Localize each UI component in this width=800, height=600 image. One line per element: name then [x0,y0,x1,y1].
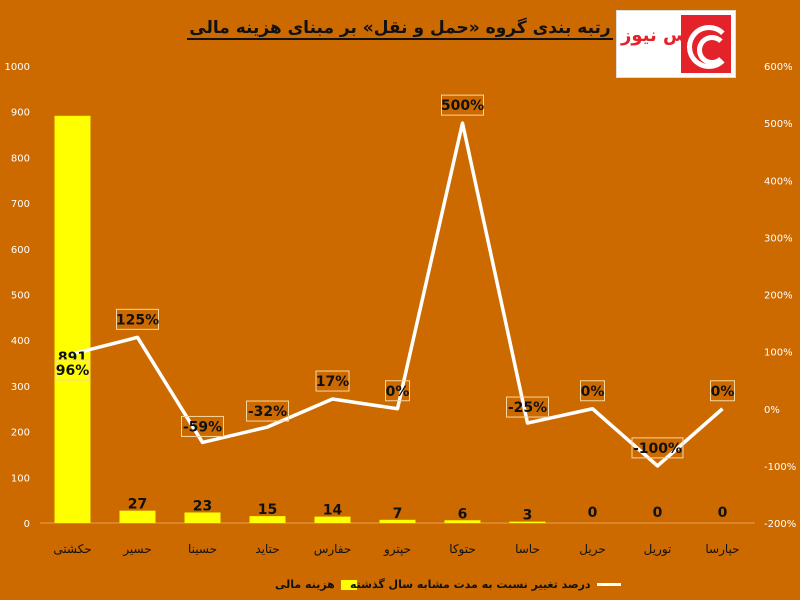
y-right-tick-label: 500% [764,119,793,130]
line-value-label: 17% [316,374,350,390]
y-left-tick-label: 400 [11,336,30,347]
y-left-tick-label: 500 [11,291,30,302]
logo-mark-icon [681,15,731,73]
y-left-tick-label: 700 [11,199,30,210]
line-value-label: 125% [116,312,159,328]
bar [249,516,286,523]
legend: هزینه مالی درصد تغییر نسبت به مدت مشابه … [0,578,800,598]
x-tick-label: حفارس [314,542,352,557]
line-value-label: -59% [183,419,222,435]
brand-logo: بورس نیوز [616,10,736,78]
y-left-tick-label: 100 [11,473,30,484]
bar-value-label: 6 [458,506,468,522]
line-label-box [506,396,549,418]
line-label-box [116,308,159,330]
line-series [72,121,724,468]
y-right-tick-label: -100% [764,462,796,473]
bar-value-label: 0 [653,505,663,521]
x-tick-label: حکشتی [53,542,91,556]
bar-value-label: 23 [193,498,212,514]
bar [444,520,481,523]
bar [184,512,221,523]
line-label-box [441,94,484,116]
x-tick-label: حپارسا [705,542,739,557]
bar [54,115,91,524]
x-tick-label: حسیر [122,542,151,557]
line-value-label: -32% [248,404,287,420]
bar-value-label: 14 [323,503,343,519]
x-tick-label: حاسا [515,542,540,556]
x-tick-label: حتوکا [449,542,476,557]
bar-value-label: 27 [128,497,147,513]
bar-value-label: 15 [258,502,277,518]
bar [509,521,546,523]
legend-label-line: درصد تغییر نسبت به مدت مشابه سال گذشته [350,578,591,591]
line-label-box [710,380,735,402]
bar-value-label: 0 [588,505,598,521]
y-left-tick-label: 800 [11,153,30,164]
y-left-tick-label: 200 [11,428,30,439]
bar-value-label: 7 [393,506,403,522]
line-label-box [246,400,289,422]
line-value-label: 500% [441,98,484,114]
line-label-box [181,415,224,437]
y-left-tick-label: 0 [24,519,30,530]
line-value-label: 0% [581,384,605,400]
bar [119,510,156,523]
y-right-tick-label: 100% [764,348,793,359]
chart-title: رتبه بندی گروه «حمل و نقل» بر مبنای هزین… [187,18,613,40]
y-left-tick-label: 900 [11,108,30,119]
y-left-tick-label: 600 [11,245,30,256]
y-right-tick-label: 400% [764,176,793,187]
line-label-box [580,380,605,402]
line-value-label: 0% [386,384,410,400]
legend-item-bar: هزینه مالی [275,578,357,591]
line-value-label: 0% [711,384,735,400]
legend-swatch-bar [340,579,357,590]
y-right-tick-label: 600% [764,62,793,73]
line-value-label: -100% [633,441,682,457]
bar [379,519,416,523]
y-left-tick-label: 300 [11,382,30,393]
bar [314,516,351,523]
y-right-tick-label: 0% [764,405,780,416]
y-right-tick-label: 300% [764,233,793,244]
line-value-label: -25% [508,400,547,416]
legend-item-line: درصد تغییر نسبت به مدت مشابه سال گذشته [350,578,621,591]
line-label-box [631,437,684,459]
bar-value-label: 0 [718,505,728,521]
y-left-tick-label: 1000 [5,62,30,73]
x-tick-label: حپترو [383,542,411,557]
bar-value-label: 3 [523,508,533,524]
x-tick-label: حتاید [255,542,279,556]
line-label-box [55,359,90,381]
y-right-tick-label: -200% [764,519,796,530]
legend-swatch-line [596,583,621,586]
x-tick-label: حسینا [188,542,217,556]
y-right-tick-label: 200% [764,291,793,302]
x-tick-label: حریل [579,542,605,557]
legend-label-bar: هزینه مالی [275,578,335,591]
line-label-box [385,380,410,402]
line-value-label: 96% [56,363,90,379]
line-label-box [315,370,350,392]
x-tick-label: توریل [644,542,672,557]
